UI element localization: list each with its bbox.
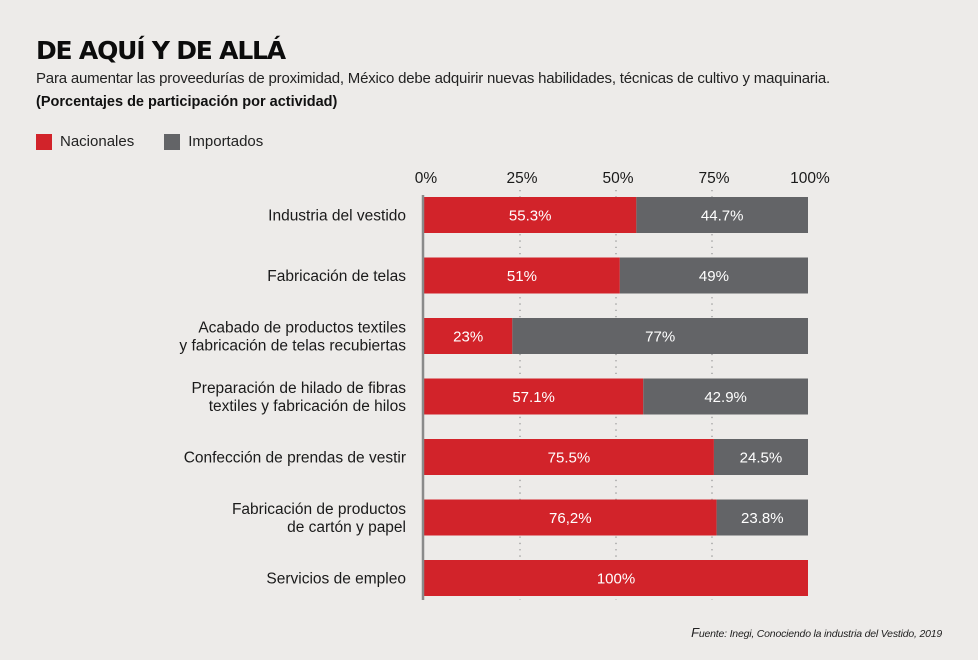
legend: Nacionales Importados	[36, 133, 293, 150]
category-label: Confección de prendas de vestir	[184, 450, 406, 467]
legend-swatch-importados	[164, 133, 181, 150]
data-label: 77%	[645, 329, 675, 346]
data-label: 24.5%	[740, 450, 783, 467]
category-label: de cartón y papel	[287, 519, 406, 536]
x-tick-label: 75%	[698, 170, 729, 187]
data-label: 55.3%	[509, 208, 552, 225]
category-label: Preparación de hilado de fibras	[191, 380, 406, 397]
category-label: Acabado de productos textiles	[198, 320, 406, 337]
bar-importados	[636, 197, 808, 233]
bar-importados	[713, 439, 808, 475]
bar-nacionales	[424, 560, 808, 596]
bar-nacionales	[424, 499, 717, 536]
data-label: 51%	[507, 268, 537, 285]
data-label: 42.9%	[704, 389, 747, 406]
x-tick-label: 0%	[415, 170, 438, 187]
data-label: 23.8%	[741, 510, 784, 527]
data-label: 49%	[699, 268, 729, 285]
data-label: 100%	[597, 571, 635, 588]
legend-label-importados: Importados	[188, 133, 264, 150]
data-label: 44.7%	[701, 208, 744, 225]
bar-importados	[619, 257, 808, 294]
source-prefix: F	[691, 625, 699, 640]
data-label: 75.5%	[548, 450, 591, 467]
bar-nacionales	[424, 257, 620, 294]
data-label: 57.1%	[512, 389, 555, 406]
x-tick-label: 100%	[790, 170, 830, 187]
x-tick-label: 50%	[602, 170, 633, 187]
category-label: textiles y fabricación de hilos	[209, 398, 407, 415]
data-label: 76,2%	[549, 510, 592, 527]
bar-nacionales	[424, 378, 644, 415]
bar-importados	[643, 378, 808, 415]
source-note: Fuente: Inegi, Conociendo la industria d…	[691, 625, 942, 640]
category-label: Servicios de empleo	[266, 571, 406, 588]
bar-importados	[716, 499, 808, 536]
chart-note: (Porcentajes de participación por activi…	[36, 94, 338, 110]
bar-nacionales	[424, 439, 714, 475]
source-text: uente: Inegi, Conociendo la industria de…	[698, 628, 942, 640]
data-label: 23%	[453, 329, 483, 346]
legend-item-nacionales: Nacionales	[36, 133, 134, 150]
legend-swatch-nacionales	[36, 133, 52, 150]
bar-nacionales	[424, 197, 637, 233]
bar-nacionales	[424, 318, 513, 354]
legend-item-importados: Importados	[164, 133, 263, 150]
category-label: Industria del vestido	[268, 208, 406, 225]
legend-label-nacionales: Nacionales	[60, 133, 135, 150]
chart-title: DE AQUÍ Y DE ALLÁ	[36, 36, 286, 65]
bar-importados	[512, 318, 808, 354]
chart-subtitle: Para aumentar las proveedurías de proxim…	[36, 70, 830, 87]
category-label: Fabricación de telas	[267, 268, 406, 285]
category-label: Fabricación de productos	[232, 501, 406, 518]
category-label: y fabricación de telas recubiertas	[179, 338, 406, 355]
x-tick-label: 25%	[506, 170, 537, 187]
